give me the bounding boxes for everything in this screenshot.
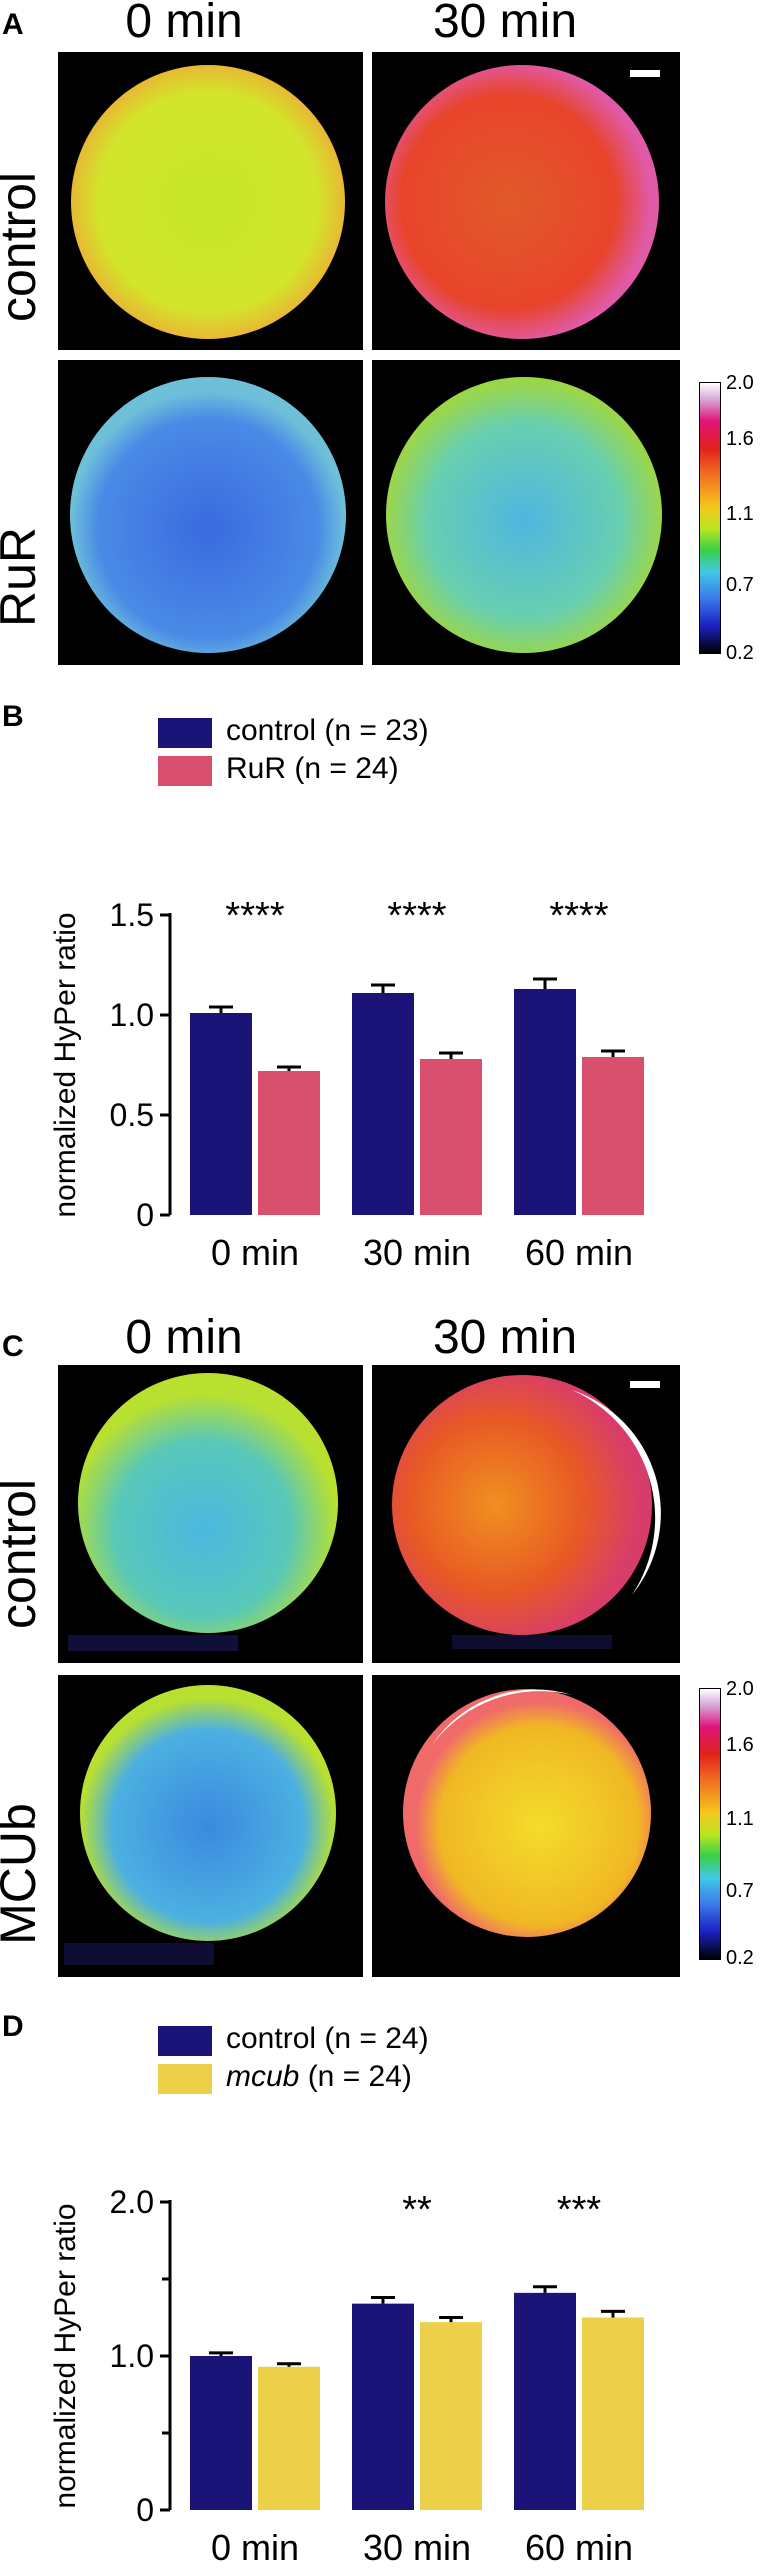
chart-b: 0 0.5 1.0 1.5 normalized HyPer ratio 0 min ***… [49,895,644,1273]
bar [582,2317,644,2510]
legend-label-control: control (n = 24) [226,2022,429,2055]
y-tick-label: 1.0 [110,2338,154,2374]
bar [258,1071,320,1215]
image-tile-control-30min [372,1365,680,1663]
panel-b-letter: B [2,700,24,733]
heatmap-disc [68,1373,338,1651]
panel-c-letter: C [2,1330,24,1363]
y-tick-label: 2.0 [110,2184,154,2220]
x-category-label: 0 min [211,2527,299,2568]
x-category-label: 30 min [363,1232,471,1273]
legend-label-mcub: mcub (n = 24) [226,2060,412,2094]
panel-c-row-label-control: control [0,1478,46,1630]
x-category-label: 0 min [211,1232,299,1273]
legend-swatch-mcub [158,2064,212,2094]
scale-bar [630,1381,660,1388]
y-tick-label: 1.0 [110,997,154,1033]
bar [420,2322,482,2510]
image-tile-control-0min [58,1365,363,1663]
panel-c-col-label-30min: 30 min [432,1311,578,1364]
bar [514,989,576,1215]
scale-tick: 1.1 [726,503,754,525]
image-tile-mcub-30min [372,1675,680,1977]
bar [190,2356,252,2510]
panel-c-row-label-mcub: MCUb [0,1803,46,1945]
y-tick-label: 0 [136,1197,154,1233]
significance-marker: *** [557,2189,602,2231]
panel-a-row-label-rur: RuR [0,526,46,628]
x-category-label: 60 min [525,1232,633,1273]
heatmap-disc [386,377,662,653]
panel-a-col-label-0min: 0 min [125,0,243,48]
image-tile-control-30min [372,52,680,350]
scale-tick: 0.2 [726,1947,754,1969]
scale-tick: 0.7 [726,574,754,596]
bar [190,1013,252,1215]
bar [352,993,414,1215]
panel-a-col-label-30min: 30 min [432,0,578,48]
legend-swatch-rur [158,756,212,786]
panel-c-col-label-0min: 0 min [125,1311,243,1364]
scale-tick: 2.0 [726,372,754,394]
legend-label-rur: RuR (n = 24) [226,752,399,785]
chart-d: 0 1.0 2.0 normalized HyPer ratio 0 min 30 min… [49,2184,644,2568]
heatmap-disc [385,65,660,339]
legend-label-mcub-italic: mcub [226,2060,300,2093]
bar [514,2292,576,2510]
legend-swatch-control [158,718,212,748]
significance-marker: **** [225,895,284,937]
heatmap-disc [64,1685,336,1965]
image-tile-mcub-0min [58,1675,363,1977]
bar [420,1059,482,1215]
y-tick-label: 0 [136,2492,154,2528]
x-category-label: 60 min [525,2527,633,2568]
y-axis-label: normalized HyPer ratio [49,2203,82,2508]
y-tick-label: 1.5 [110,897,154,933]
legend-label-control: control (n = 23) [226,714,429,747]
scale-tick: 0.7 [726,1880,754,1902]
heatmap-disc [70,377,346,653]
scale-tick: 1.6 [726,428,754,450]
image-tile-rur-0min [58,360,363,665]
panel-d-letter: D [2,2010,24,2043]
significance-marker: **** [549,895,608,937]
legend-label-mcub-count: (n = 24) [299,2060,412,2093]
scale-tick: 2.0 [726,1678,754,1700]
heatmap-disc [392,1375,661,1649]
scale-tick: 1.6 [726,1734,754,1756]
significance-marker: **** [387,895,446,937]
image-tile-control-0min [58,52,363,350]
heatmap-disc [71,65,345,339]
y-axis-label: normalized HyPer ratio [49,912,82,1217]
scale-tick: 1.1 [726,1808,754,1830]
y-tick-label: 0.5 [110,1097,154,1133]
bar [258,2366,320,2510]
image-tile-rur-30min [372,360,680,665]
panel-a-letter: A [2,8,24,41]
scale-tick: 0.2 [726,642,754,664]
x-category-label: 30 min [363,2527,471,2568]
panel-a-row-label-control: control [0,171,46,323]
bar [582,1057,644,1215]
significance-marker: ** [402,2189,432,2231]
color-scale-c [699,1688,721,1960]
heatmap-disc [403,1689,651,1937]
color-scale-a [699,382,721,654]
scale-bar [630,70,660,77]
bar [352,2303,414,2510]
legend-swatch-control [158,2026,212,2056]
